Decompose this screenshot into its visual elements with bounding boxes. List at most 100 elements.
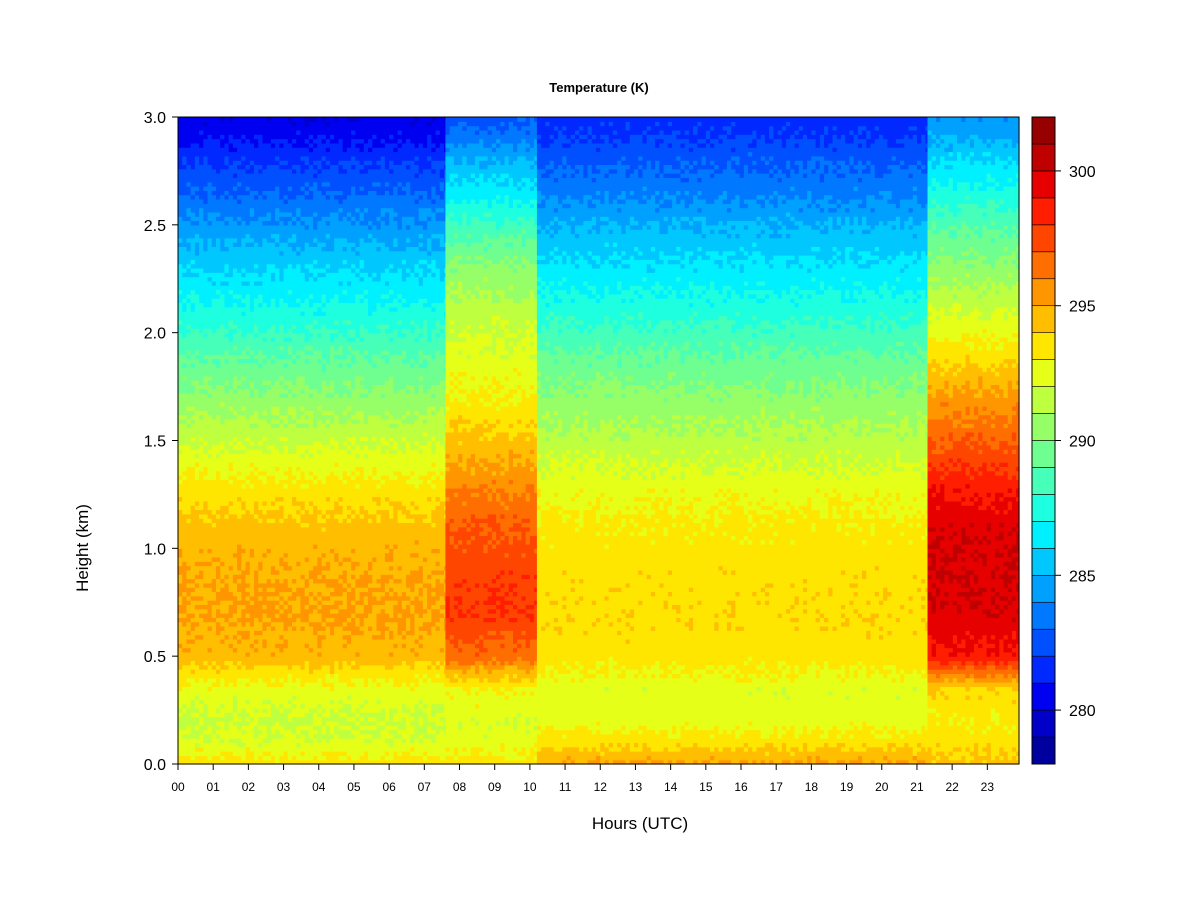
heatmap-cell [270, 134, 276, 140]
heatmap-cell [279, 673, 285, 679]
heatmap-cell [190, 703, 196, 709]
heatmap-cell [237, 125, 242, 131]
heatmap-cell [245, 669, 251, 675]
heatmap-cell [308, 522, 314, 528]
heatmap-cell [182, 216, 188, 222]
heatmap-cell [308, 548, 314, 554]
heatmap-cell [224, 656, 230, 662]
heatmap-cell [237, 177, 242, 183]
heatmap-cell [203, 242, 209, 247]
heatmap-cell [287, 479, 293, 485]
heatmap-cell [313, 617, 318, 623]
heatmap-cell [182, 211, 188, 217]
heatmap-cell [237, 544, 242, 549]
heatmap-cell [249, 591, 255, 597]
heatmap-cell [262, 725, 268, 731]
heatmap-cell [224, 716, 230, 722]
heatmap-cell [237, 686, 242, 692]
heatmap-cell [254, 233, 259, 239]
heatmap-cell [249, 324, 255, 329]
heatmap-cell [211, 500, 217, 506]
heatmap-cell [211, 755, 217, 761]
heatmap-cell [262, 686, 268, 692]
heatmap-cell [186, 134, 192, 140]
heatmap-cell [186, 371, 192, 377]
heatmap-cell [194, 345, 200, 351]
heatmap-cell [304, 311, 310, 317]
heatmap-cell [207, 336, 213, 342]
heatmap-cell [300, 634, 306, 640]
heatmap-cell [262, 617, 268, 623]
heatmap-cell [194, 660, 200, 666]
heatmap-cell [292, 311, 297, 317]
heatmap-cell [279, 168, 285, 174]
heatmap-cell [207, 276, 213, 282]
heatmap-cell [178, 733, 183, 739]
heatmap-cell [245, 496, 251, 502]
heatmap-cell [300, 117, 306, 122]
heatmap-cell [220, 362, 226, 368]
heatmap-cell [300, 479, 306, 485]
heatmap-cell [266, 332, 272, 338]
heatmap-cell [207, 656, 213, 662]
heatmap-cell [237, 211, 242, 217]
heatmap-cell [178, 630, 183, 636]
heatmap-cell [203, 539, 209, 545]
heatmap-cell [199, 138, 204, 144]
heatmap-cell [308, 694, 314, 700]
heatmap-cell [283, 285, 289, 291]
heatmap-cell [228, 729, 234, 735]
heatmap-cell [216, 229, 221, 235]
heatmap-cell [258, 332, 264, 338]
heatmap-cell [249, 651, 255, 657]
heatmap-cell [220, 198, 226, 204]
heatmap-cell [207, 393, 213, 398]
heatmap-cell [270, 587, 276, 593]
heatmap-cell [224, 673, 230, 679]
heatmap-cell [211, 673, 217, 679]
heatmap-cell [287, 151, 293, 157]
heatmap-cell [287, 418, 293, 424]
heatmap-cell [186, 444, 192, 450]
heatmap-cell [292, 673, 297, 679]
heatmap-cell [220, 587, 226, 593]
heatmap-cell [194, 738, 200, 744]
heatmap-cell [266, 198, 272, 204]
heatmap-cell [216, 712, 221, 718]
heatmap-cell [317, 630, 323, 636]
heatmap-cell [313, 621, 318, 627]
heatmap-cell [194, 539, 200, 545]
heatmap-cell [203, 531, 209, 536]
heatmap-cell [203, 134, 209, 140]
heatmap-cell [300, 190, 306, 196]
heatmap-cell [199, 574, 204, 580]
heatmap-cell [304, 332, 310, 338]
heatmap-cell [258, 302, 264, 308]
heatmap-cell [203, 393, 209, 398]
heatmap-cell [190, 151, 196, 157]
heatmap-cell [279, 311, 285, 317]
heatmap-cell [211, 569, 217, 575]
heatmap-cell [296, 138, 302, 144]
heatmap-cell [283, 462, 289, 467]
heatmap-cell [203, 311, 209, 317]
heatmap-cell [249, 660, 255, 666]
heatmap-cell [211, 306, 217, 312]
heatmap-cell [216, 423, 221, 429]
heatmap-cell [178, 625, 183, 631]
heatmap-cell [249, 643, 255, 649]
heatmap-cell [292, 414, 297, 420]
heatmap-cell [258, 267, 264, 273]
heatmap-cell [186, 470, 192, 476]
heatmap-cell [258, 613, 264, 618]
heatmap-cell [241, 138, 247, 144]
heatmap-cell [178, 164, 183, 170]
heatmap-cell [211, 211, 217, 217]
heatmap-cell [300, 233, 306, 239]
heatmap-cell [287, 164, 293, 170]
heatmap-cell [258, 531, 264, 536]
heatmap-cell [182, 190, 188, 196]
heatmap-cell [241, 177, 247, 183]
heatmap-cell [292, 229, 297, 235]
heatmap-cell [203, 565, 209, 571]
